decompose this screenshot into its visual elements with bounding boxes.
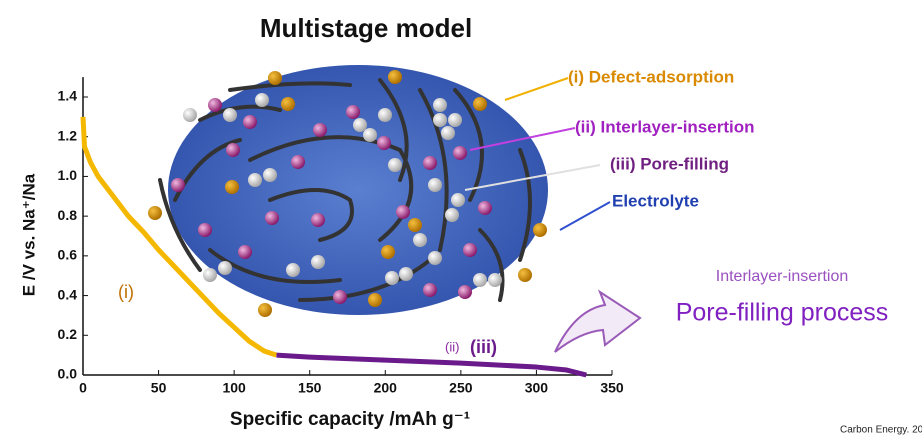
x-tick-label: 250 (449, 380, 473, 396)
particle (473, 273, 487, 287)
y-tick-label: 0.4 (58, 286, 78, 302)
particle (346, 105, 360, 119)
particle (473, 97, 487, 111)
particle (433, 113, 447, 127)
particle (183, 108, 197, 122)
particle (441, 126, 455, 140)
particle (291, 155, 305, 169)
particle (311, 213, 325, 227)
x-tick-label: 100 (222, 380, 246, 396)
particle (488, 273, 502, 287)
particle (533, 223, 547, 237)
y-tick-label: 0.2 (58, 326, 78, 342)
particle (263, 168, 277, 182)
particle (218, 261, 232, 275)
particle (238, 245, 252, 259)
particle (225, 180, 239, 194)
y-tick-label: 1.2 (58, 127, 78, 143)
x-tick-label: 150 (298, 380, 322, 396)
arrow-icon (555, 292, 640, 352)
particle (518, 268, 532, 282)
annotation: (iii) (470, 337, 497, 357)
y-tick-label: 0.6 (58, 247, 78, 263)
annotation: Electrolyte (612, 191, 699, 210)
particle (396, 205, 410, 219)
particle (243, 115, 257, 129)
y-axis-label: E /V vs. Na⁺/Na (19, 173, 38, 296)
figure: Multistage model 0 50 100 150 200 250 300 350 0.… (0, 0, 922, 435)
annotation: (ii) (445, 339, 459, 354)
particle (453, 146, 467, 160)
y-tick-label: 1.0 (58, 167, 78, 183)
y-tick-label: 0.0 (58, 366, 78, 382)
particle (423, 283, 437, 297)
annotation: (iii) Pore-filling (610, 154, 729, 173)
data-line (276, 355, 586, 375)
x-tick-label: 200 (374, 380, 398, 396)
particle (148, 206, 162, 220)
annotation: (ii) Interlayer-insertion (575, 117, 754, 136)
particle (445, 208, 459, 222)
particle (171, 178, 185, 192)
particle (428, 251, 442, 265)
particle (208, 98, 222, 112)
particle (203, 268, 217, 282)
x-tick-label: 300 (525, 380, 549, 396)
y-tick-label: 1.4 (58, 88, 78, 104)
particle (311, 255, 325, 269)
particle (388, 158, 402, 172)
particle (428, 178, 442, 192)
x-tick-label: 0 (79, 380, 87, 396)
pointer (560, 202, 610, 230)
particle (458, 285, 472, 299)
particle (353, 118, 367, 132)
particle (198, 223, 212, 237)
particle (451, 193, 465, 207)
particle (448, 113, 462, 127)
particle (281, 97, 295, 111)
pointer (505, 78, 568, 100)
particle (423, 156, 437, 170)
x-tick-label: 350 (600, 380, 624, 396)
annotation: (i) (118, 282, 134, 302)
particle (248, 173, 262, 187)
particle (433, 98, 447, 112)
particle (258, 303, 272, 317)
particle (385, 271, 399, 285)
particle (377, 136, 391, 150)
particle (478, 201, 492, 215)
y-tick-label: 0.8 (58, 207, 78, 223)
particle (333, 290, 347, 304)
annotation: Interlayer-insertion (716, 268, 849, 285)
annotation: Pore-filling process (676, 299, 889, 327)
particle (368, 293, 382, 307)
particle (265, 211, 279, 225)
particle (378, 108, 392, 122)
particle (223, 108, 237, 122)
particle (286, 263, 300, 277)
annotation: Carbon Energy. 2023;1:1163-11 (840, 425, 922, 435)
particle (268, 71, 282, 85)
particle (381, 245, 395, 259)
particle (363, 128, 377, 142)
x-tick-label: 50 (151, 380, 167, 396)
particle (226, 143, 240, 157)
particle (413, 233, 427, 247)
particle (463, 243, 477, 257)
particle (255, 93, 269, 107)
particle (313, 123, 327, 137)
chart-title: Multistage model (260, 13, 472, 43)
annotation: (i) Defect-adsorption (568, 67, 734, 86)
particle (388, 70, 402, 84)
particle (408, 218, 422, 232)
x-axis-label: Specific capacity /mAh g⁻¹ (230, 409, 470, 430)
particle (399, 267, 413, 281)
